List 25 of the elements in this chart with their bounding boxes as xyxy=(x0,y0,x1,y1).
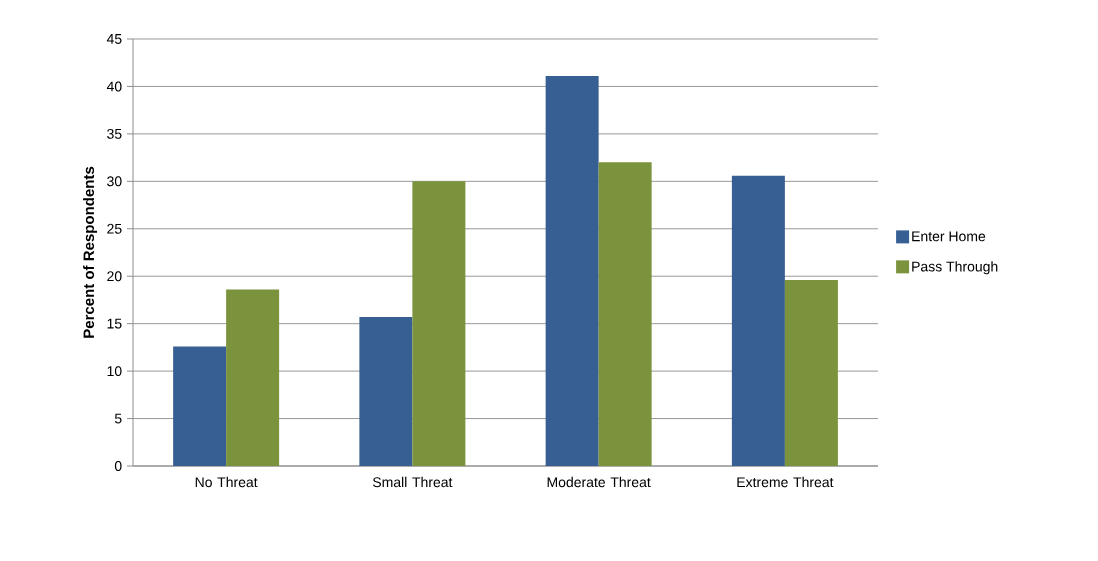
x-tick-label: Extreme Threat xyxy=(737,476,834,488)
y-tick-label: 15 xyxy=(107,318,122,329)
bar xyxy=(784,280,838,466)
y-tick-label: 5 xyxy=(114,413,122,424)
y-tick-label: 20 xyxy=(107,271,122,282)
bar xyxy=(173,346,227,466)
bar xyxy=(412,181,466,466)
legend-label: Pass Through xyxy=(912,261,998,275)
x-tick-label: No Threat xyxy=(195,476,258,488)
x-tick-label: Moderate Threat xyxy=(547,476,651,488)
y-tick-label: 35 xyxy=(107,128,122,139)
y-tick-label: 30 xyxy=(107,176,122,187)
y-tick-label: 40 xyxy=(106,81,122,92)
y-tick-label: 45 xyxy=(106,34,122,44)
y-tick-label: 25 xyxy=(107,223,122,234)
y-tick-label: 10 xyxy=(107,366,122,377)
bar xyxy=(731,175,785,466)
bar xyxy=(598,162,652,466)
legend-label: Enter Home xyxy=(912,231,986,242)
x-tick-label: Small Threat xyxy=(372,476,453,488)
y-axis-title: Percent of Respondents xyxy=(83,166,98,338)
bar xyxy=(545,76,599,466)
y-tick-label: 0 xyxy=(114,461,122,471)
bar xyxy=(359,317,413,466)
bar xyxy=(226,289,280,466)
